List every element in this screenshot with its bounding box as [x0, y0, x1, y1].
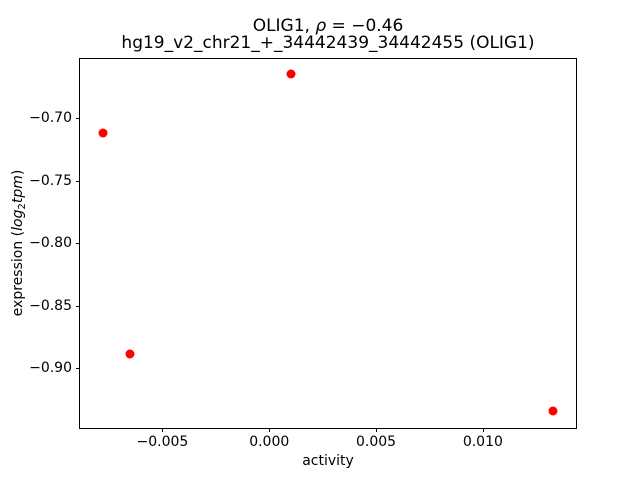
- x-tick: [482, 428, 484, 432]
- data-point: [98, 128, 108, 138]
- rho-symbol: ρ: [315, 16, 327, 36]
- x-tick-label: 0.005: [356, 434, 397, 450]
- data-point: [548, 406, 558, 416]
- y-tick: [76, 368, 80, 370]
- x-tick-label: −0.005: [136, 434, 189, 450]
- y-tick-label: −0.75: [29, 172, 72, 189]
- y-tick: [76, 305, 80, 307]
- ylabel-suffix: ): [10, 169, 26, 176]
- ylabel-tpm: tpm: [10, 175, 26, 204]
- plot-area: −0.005 0.000 0.005 0.010 −0.70 −0.75 −0.80 −0.8…: [29, 58, 577, 450]
- y-tick-label: −0.70: [29, 110, 72, 127]
- title-line2: hg19_v2_chr21_+_34442439_34442455 (OLIG1…: [121, 32, 535, 53]
- title-line1-prefix: OLIG1,: [252, 16, 316, 36]
- ylabel-log: log: [10, 209, 26, 231]
- y-tick: [76, 180, 80, 182]
- x-tick: [269, 428, 271, 432]
- x-tick-label: 0.000: [249, 434, 290, 450]
- y-axis-label: expression (log2tpm): [10, 170, 28, 317]
- y-tick-label: −0.90: [29, 360, 72, 377]
- y-tick-label: −0.85: [29, 297, 72, 314]
- ylabel-prefix: expression (: [10, 230, 26, 317]
- title-line1-suffix: = −0.46: [326, 16, 404, 36]
- data-point: [286, 69, 296, 79]
- y-tick: [76, 243, 80, 245]
- plot-title: OLIG1, ρ = −0.46 hg19_v2_chr21_+_3444243…: [79, 18, 577, 51]
- x-axis-label: activity: [302, 453, 354, 469]
- x-tick-label: 0.010: [462, 434, 503, 450]
- ylabel-subscript: 2: [17, 203, 28, 210]
- x-tick: [162, 428, 164, 432]
- y-tick: [76, 118, 80, 120]
- y-tick-label: −0.80: [29, 235, 72, 252]
- data-point: [125, 349, 135, 359]
- x-tick: [376, 428, 378, 432]
- title-line1: OLIG1, ρ = −0.46: [79, 18, 577, 35]
